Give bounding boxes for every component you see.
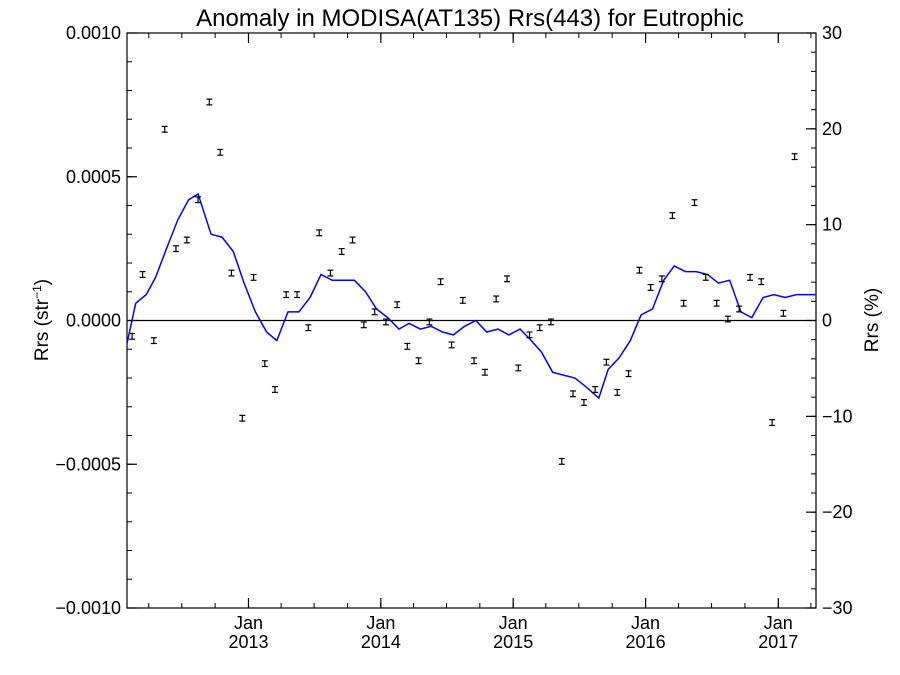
anomaly-point xyxy=(780,309,787,317)
x-tick-month-label: Jan xyxy=(631,613,660,633)
anomaly-point xyxy=(426,318,433,326)
anomaly-point xyxy=(680,299,687,307)
anomaly-point xyxy=(360,321,367,329)
anomaly-point xyxy=(536,324,543,332)
left-y-axis-label-base: Rrs (str xyxy=(32,298,53,361)
left-y-axis-label-close: ) xyxy=(32,279,53,285)
x-tick-month-label: Jan xyxy=(234,613,263,633)
anomaly-point xyxy=(647,283,654,291)
x-tick-month-label: Jan xyxy=(366,613,395,633)
x-tick-year-label: 2017 xyxy=(758,632,798,652)
anomaly-point xyxy=(636,266,643,274)
anomaly-point xyxy=(493,295,500,303)
right-y-axis: 30 20 10 0 −10 −20 −30 xyxy=(806,23,853,618)
x-tick-month-label: Jan xyxy=(764,613,793,633)
anomaly-point xyxy=(139,271,146,278)
anomaly-point xyxy=(195,196,202,204)
anomaly-point xyxy=(239,414,246,422)
right-y-tick-label: 30 xyxy=(822,23,842,43)
anomaly-point xyxy=(415,357,422,365)
anomaly-point xyxy=(305,324,312,332)
anomaly-point xyxy=(724,315,731,323)
anomaly-point xyxy=(349,236,356,244)
anomaly-point xyxy=(382,318,389,326)
left-y-axis: 0.0010 0.0005 0.0000 −0.0005 −0.0010 xyxy=(55,23,137,618)
x-tick-year-label: 2015 xyxy=(493,632,533,652)
anomaly-point xyxy=(504,275,511,283)
anomaly-point xyxy=(338,248,345,255)
left-y-tick-label: 0.0005 xyxy=(66,167,121,187)
x-tick-year-label: 2014 xyxy=(361,632,401,652)
anomaly-point xyxy=(327,269,334,277)
left-y-tick-label: 0.0010 xyxy=(66,23,121,43)
anomaly-point xyxy=(371,308,378,316)
anomaly-point xyxy=(625,370,632,378)
anomaly-point xyxy=(547,318,554,326)
anomaly-point xyxy=(448,341,455,349)
left-y-axis-label-sup: −1 xyxy=(30,285,44,299)
anomaly-point xyxy=(747,273,754,281)
smoothed-anomaly-line xyxy=(127,192,816,400)
anomaly-point xyxy=(614,388,621,396)
anomaly-point xyxy=(394,301,401,309)
anomaly-point xyxy=(129,332,136,340)
right-y-tick-label: 10 xyxy=(822,215,842,235)
anomaly-point xyxy=(481,368,488,376)
right-y-tick-label: −10 xyxy=(822,406,853,426)
right-y-tick-label: 20 xyxy=(822,119,842,139)
x-tick-year-label: 2013 xyxy=(228,632,268,652)
anomaly-point xyxy=(404,342,411,350)
anomaly-point xyxy=(736,305,743,313)
anomaly-point xyxy=(758,278,765,286)
chart-title: Anomaly in MODISA(AT135) Rrs(443) for Eu… xyxy=(196,5,744,32)
anomaly-point xyxy=(580,398,587,406)
anomaly-point xyxy=(294,291,301,299)
anomaly-point xyxy=(791,153,798,161)
left-y-axis-label: Rrs (str−1) xyxy=(30,279,53,361)
anomaly-point xyxy=(515,364,522,372)
anomaly-point xyxy=(316,229,323,237)
anomaly-point xyxy=(271,386,278,393)
anomaly-point xyxy=(658,275,665,283)
anomaly-point xyxy=(702,273,709,281)
anomaly-point xyxy=(570,390,577,398)
anomaly-point xyxy=(437,278,444,286)
x-tick-year-label: 2016 xyxy=(626,632,666,652)
left-y-tick-label: −0.0005 xyxy=(55,454,121,474)
left-y-tick-label: 0.0000 xyxy=(66,311,121,331)
anomaly-point xyxy=(526,331,533,339)
right-y-axis-label: Rrs (%) xyxy=(862,288,883,352)
anomaly-point xyxy=(283,291,290,299)
anomaly-point xyxy=(161,125,168,133)
anomaly-point xyxy=(217,148,224,156)
anomaly-point xyxy=(558,457,565,465)
smoothed-anomaly-series xyxy=(127,192,816,400)
anomaly-point xyxy=(603,358,610,366)
anomaly-point xyxy=(769,419,776,427)
left-y-tick-label: −0.0010 xyxy=(55,598,121,618)
anomaly-point xyxy=(250,273,257,281)
anomaly-point xyxy=(228,269,235,277)
anomaly-point xyxy=(206,98,213,106)
anomaly-point xyxy=(691,199,698,207)
anomaly-point xyxy=(183,236,190,244)
right-y-tick-label: −30 xyxy=(822,598,853,618)
anomaly-point xyxy=(459,296,466,304)
anomaly-point xyxy=(172,245,179,253)
anomaly-point xyxy=(471,357,478,365)
x-tick-month-label: Jan xyxy=(499,613,528,633)
monthly-anomaly-series xyxy=(129,98,798,465)
anomaly-point xyxy=(713,299,720,307)
anomaly-point xyxy=(150,337,157,345)
anomaly-point xyxy=(592,386,599,393)
anomaly-point xyxy=(669,212,676,220)
anomaly-point xyxy=(261,360,268,368)
right-y-tick-label: 0 xyxy=(822,311,832,331)
right-y-tick-label: −20 xyxy=(822,502,853,522)
